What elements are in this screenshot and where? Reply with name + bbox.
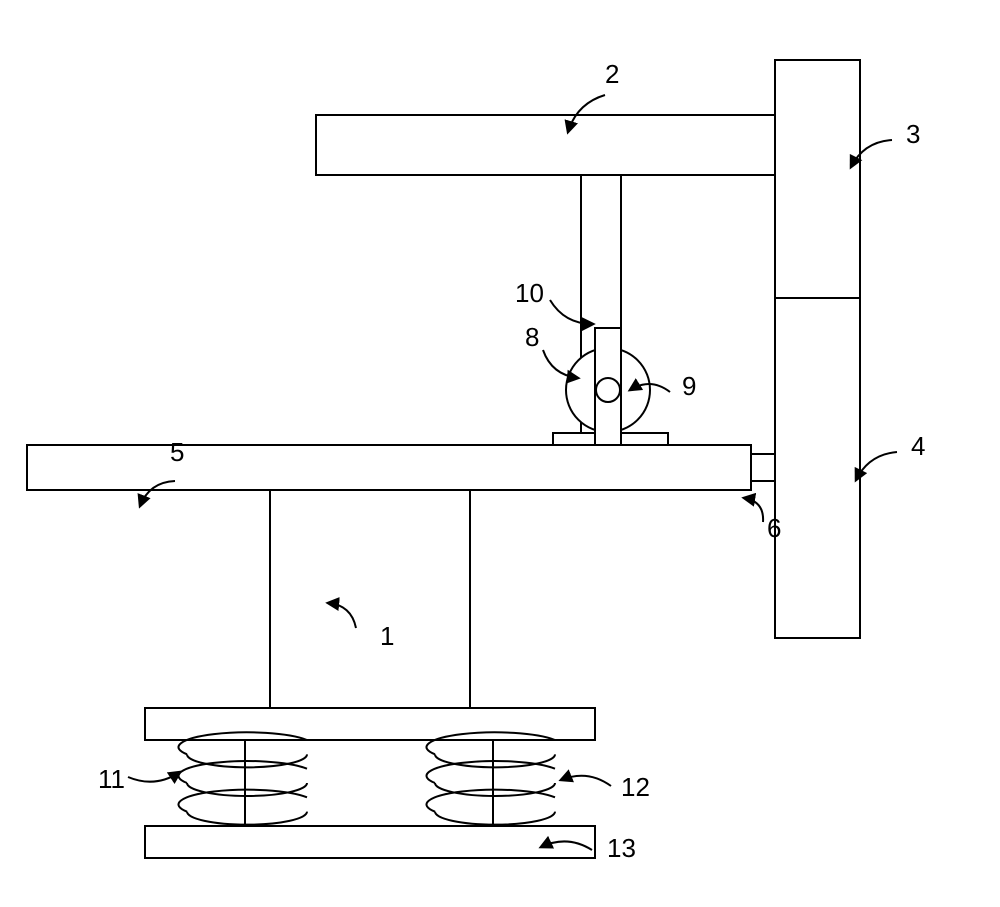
lower-base-plate — [145, 826, 595, 858]
wheel-axle — [596, 378, 620, 402]
callout-label-10: 10 — [515, 278, 544, 308]
mid-arm-plate — [27, 445, 751, 490]
callout-label-1: 1 — [380, 621, 394, 651]
callout-label-4: 4 — [911, 431, 925, 461]
callout-label-8: 8 — [525, 322, 539, 352]
callout-label-9: 9 — [682, 371, 696, 401]
callout-label-13: 13 — [607, 833, 636, 863]
callout-label-3: 3 — [906, 119, 920, 149]
top-arm — [316, 115, 775, 175]
callout-label-11: 11 — [98, 764, 125, 794]
right-column-upper — [775, 60, 860, 298]
callout-label-5: 5 — [170, 437, 184, 467]
center-column — [270, 490, 470, 708]
mid-arm-tab — [751, 454, 775, 481]
callout-label-6: 6 — [767, 513, 781, 543]
right-column-lower — [775, 298, 860, 638]
callout-label-2: 2 — [605, 59, 619, 89]
engineering-diagram: 1234568910111213 — [0, 0, 1000, 907]
callout-label-12: 12 — [621, 772, 650, 802]
